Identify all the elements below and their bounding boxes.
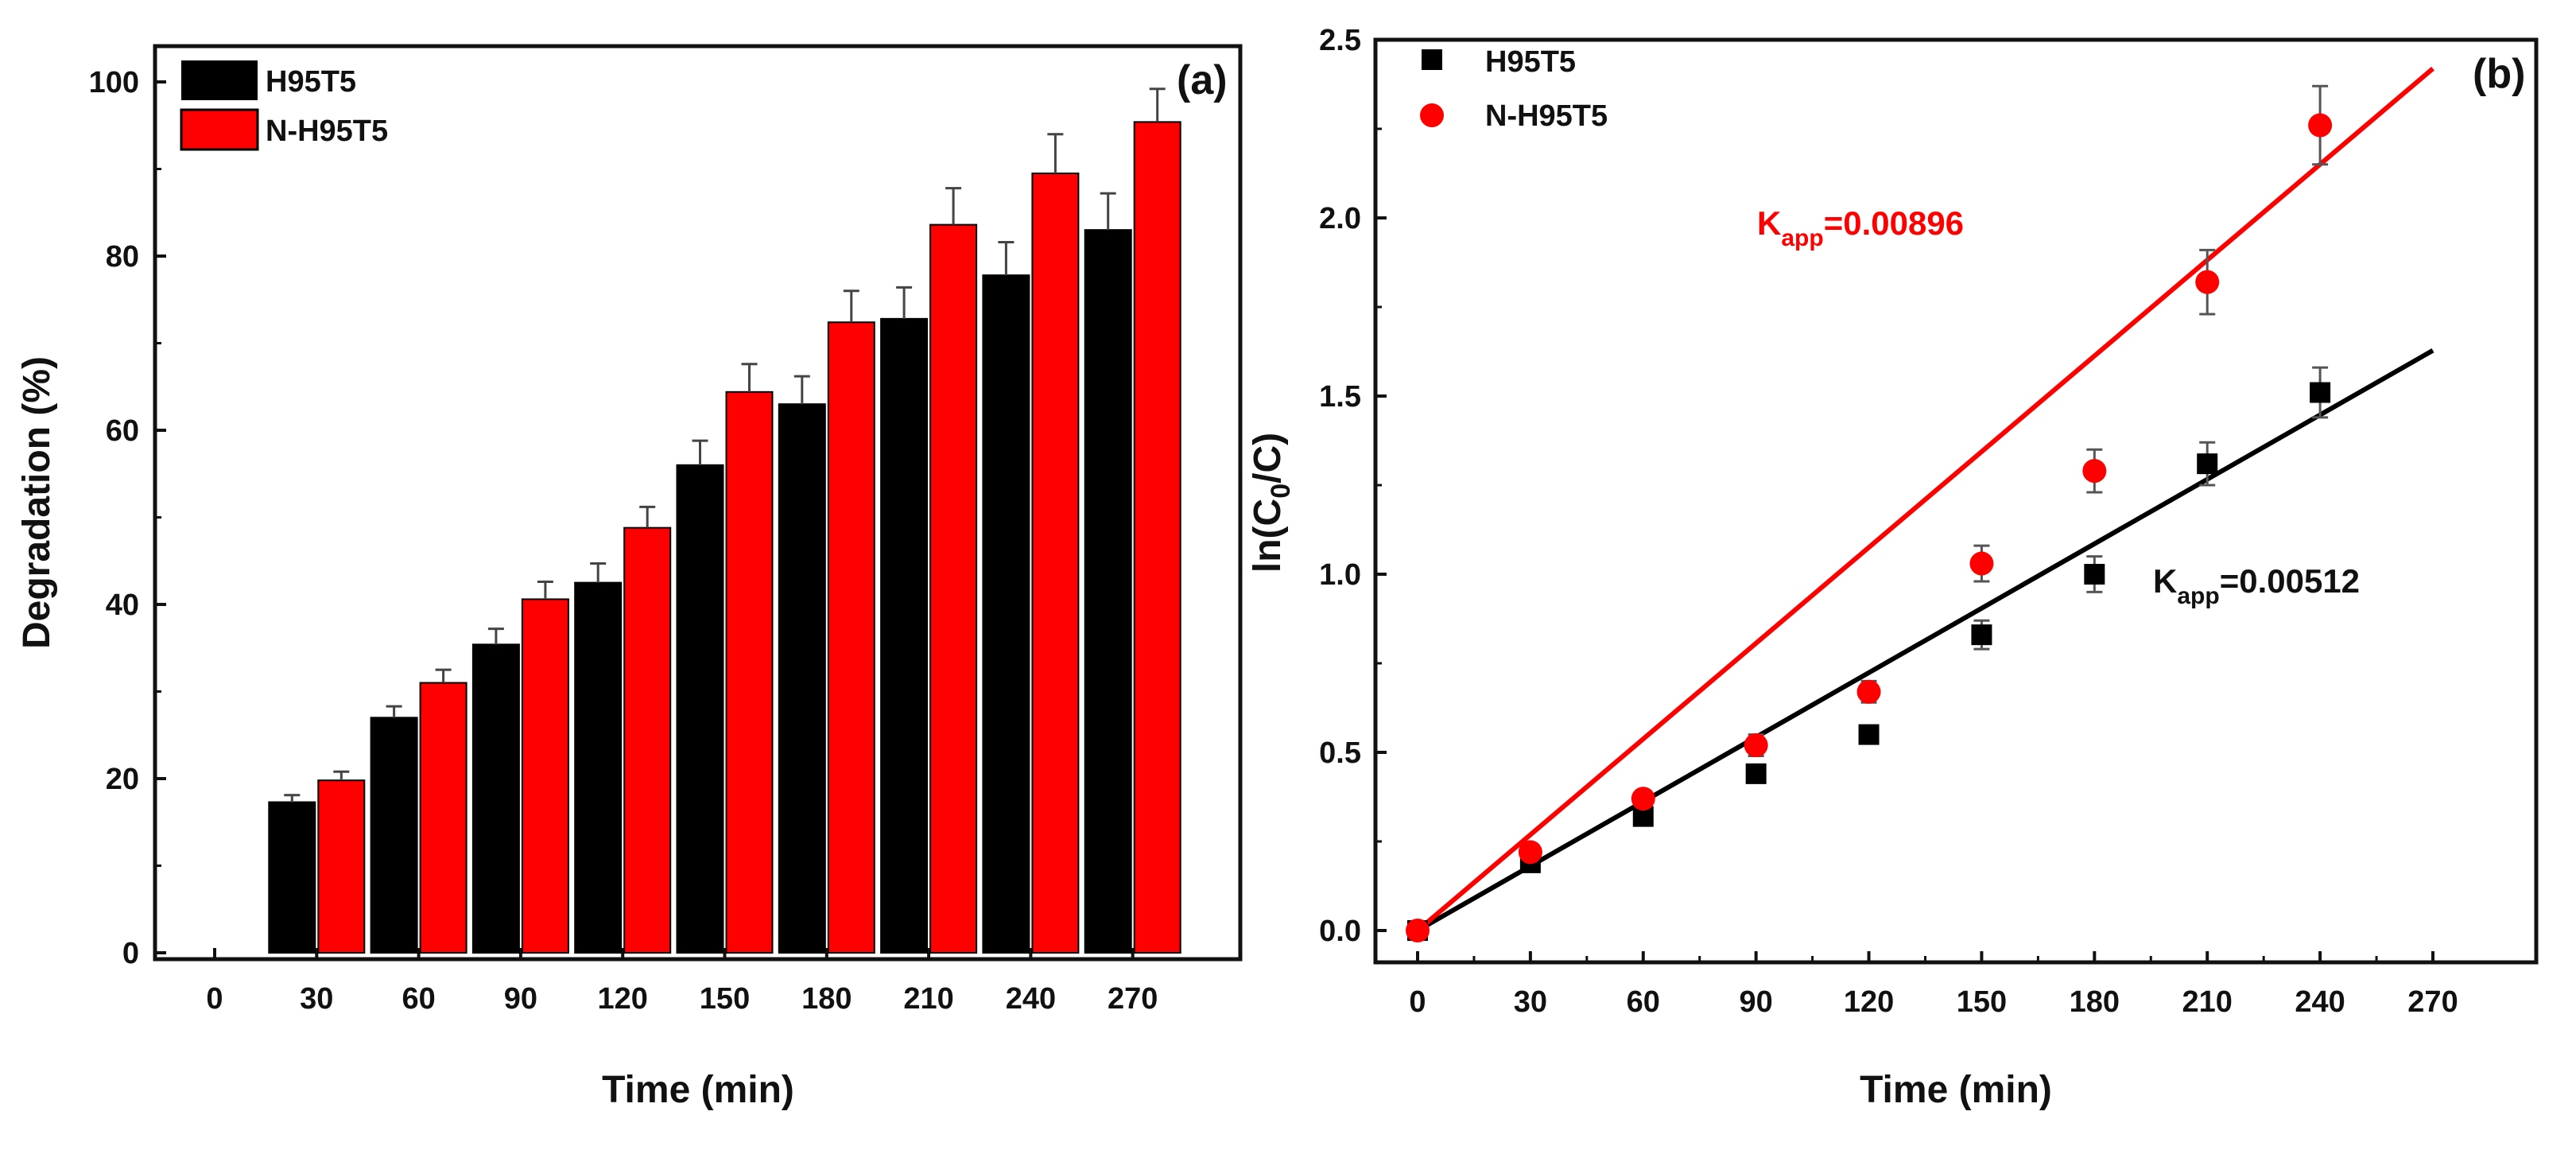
legend-label-nh95t5: N-H95T5 [266,115,388,148]
fit-lines-b [1416,66,2434,933]
x-tick-label-b: 270 [2407,985,2458,1019]
legend-a: H95T5 N-H95T5 [180,60,388,151]
x-tick-label-b: 60 [1627,985,1660,1019]
x-tick-label-b: 150 [1957,985,2007,1019]
y-tick-label-a: 60 [106,414,139,448]
point-n-h95t5-180 [2082,459,2107,484]
y-tick-label-b: 1.5 [1319,380,1361,414]
axis-ticks-a [155,80,1135,959]
bars-a [268,87,1181,954]
x-tick-label-a: 240 [1006,982,1056,1016]
point-h95t5-180 [2084,564,2105,585]
bar-h95t5-210 [880,317,929,954]
plot-frame-b [1373,37,2539,965]
x-tick-label-b: 90 [1740,985,1773,1019]
point-n-h95t5-240 [2308,113,2333,138]
point-h95t5-150 [1971,624,1992,646]
x-tick-label-a: 210 [903,982,953,1016]
fit-line-h95t5 [1416,348,2434,933]
x-tick-label-a: 150 [700,982,750,1016]
point-n-h95t5-210 [2195,270,2220,294]
bar-n-h95t5-60 [419,682,467,954]
x-tick-label-a: 120 [597,982,647,1016]
y-tick-label-b: 1.0 [1319,558,1361,592]
y-tick-label-a: 20 [106,763,139,796]
point-n-h95t5-0 [1406,919,1430,942]
y-tick-label-a: 40 [106,589,139,622]
x-tick-label-a: 90 [504,982,537,1016]
legend-label-b-h95t5: H95T5 [1485,45,1576,79]
panel-label-a: (a) [1177,57,1228,103]
x-tick-label-a: 30 [300,982,333,1016]
bar-n-h95t5-240 [1031,172,1080,954]
kapp-annotation-nh95t5: Kapp=0.00896 [1757,204,1964,251]
point-h95t5-210 [2197,453,2218,475]
y-axis-title-b: ln(C0/C) [1247,433,1296,573]
x-tick-label-b: 210 [2182,985,2233,1019]
point-n-h95t5-30 [1518,840,1542,865]
y-tick-label-b: 2.5 [1319,24,1361,57]
bar-h95t5-150 [676,464,724,954]
kapp-annotation-h95t5: Kapp=0.00512 [2153,562,2360,609]
legend-swatch-nh95t5 [180,108,259,151]
bar-n-h95t5-210 [929,223,978,954]
point-n-h95t5-120 [1856,679,1881,704]
y-tick-label-a: 100 [89,66,139,99]
bar-n-h95t5-270 [1133,121,1181,954]
panel-label-b: (b) [2473,51,2525,97]
legend-swatch-h95t5 [181,60,258,100]
legend-marker-nh95t5 [1420,103,1444,127]
points-b [1406,84,2333,942]
bar-n-h95t5-90 [521,598,569,954]
bar-h95t5-60 [370,717,418,954]
x-tick-label-b: 180 [2070,985,2120,1019]
point-h95t5-90 [1745,763,1767,784]
bar-h95t5-240 [982,274,1030,954]
x-tick-label-a: 0 [206,982,223,1016]
x-tick-label-b: 240 [2295,985,2345,1019]
panel-a-bar-chart: 0 20 40 60 80 100 0 30 60 90 120 150 180 210 240 270 H9… [16,44,1243,1111]
point-n-h95t5-90 [1744,733,1768,758]
bar-n-h95t5-120 [623,526,672,954]
x-axis-title-a: Time (min) [602,1069,794,1111]
x-tick-label-b: 30 [1514,985,1547,1019]
bar-n-h95t5-150 [725,390,774,954]
point-h95t5-240 [2310,382,2331,403]
bar-h95t5-90 [471,643,520,954]
x-axis-title-b: Time (min) [1860,1069,2052,1111]
bar-h95t5-120 [574,581,623,954]
bar-n-h95t5-180 [827,321,875,954]
x-tick-label-a: 60 [402,982,435,1016]
axis-ticks-b [1375,38,2434,962]
bar-h95t5-270 [1084,229,1132,954]
panel-b-scatter-chart: 0.0 0.5 1.0 1.5 2.0 2.5 0 30 60 90 120 150 180 210 240… [1247,24,2539,1111]
tick-labels-a: 0 20 40 60 80 100 0 30 60 90 120 150 180 210 240 270 [89,66,1158,1016]
x-tick-label-b: 0 [1409,985,1426,1019]
x-tick-label-b: 120 [1844,985,1894,1019]
y-axis-title-a: Degradation (%) [16,356,58,649]
point-n-h95t5-150 [1969,551,1994,576]
y-tick-label-a: 0 [122,937,139,970]
plot-frame-a [153,44,1243,962]
legend-label-h95t5: H95T5 [266,65,356,99]
legend-b: H95T5 N-H95T5 [1420,45,1608,133]
x-tick-label-a: 270 [1108,982,1158,1016]
bar-h95t5-30 [268,801,316,954]
y-tick-label-b: 0.0 [1319,915,1361,948]
point-n-h95t5-60 [1631,787,1655,811]
x-tick-label-a: 180 [801,982,852,1016]
legend-marker-h95t5 [1422,49,1442,70]
y-tick-label-b: 2.0 [1319,202,1361,235]
tick-labels-b: 0.0 0.5 1.0 1.5 2.0 2.5 0 30 60 90 120 150 180 210 240… [1319,24,2458,1019]
point-h95t5-120 [1858,724,1880,745]
fit-line-n-h95t5 [1416,66,2434,933]
y-tick-label-a: 80 [106,240,139,274]
bar-h95t5-180 [778,403,826,954]
bar-n-h95t5-30 [317,779,366,954]
legend-label-b-nh95t5: N-H95T5 [1485,99,1608,133]
y-tick-label-b: 0.5 [1319,736,1361,770]
